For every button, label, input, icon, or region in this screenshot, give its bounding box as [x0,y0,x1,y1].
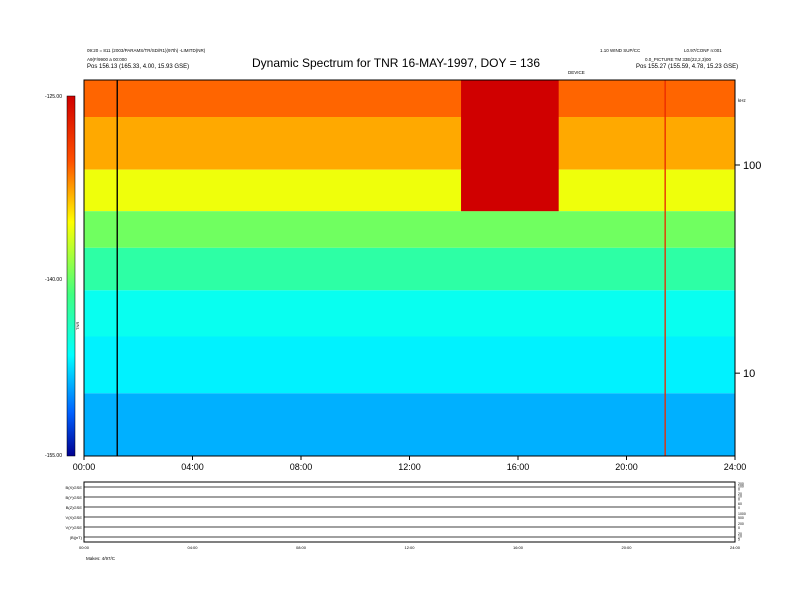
timeseries-frame [83,481,736,543]
panel-label: V(Y)GSE [66,525,83,530]
header-left-line2: A9(F/9900 a 00:000 [87,57,127,62]
panel-label: B(Z)GSE [66,505,83,510]
panel-tick-label: 20 [738,492,742,496]
spectrum-band [84,211,735,248]
spectrum-band [84,336,735,394]
y-axis-unit: kHz [738,98,746,103]
header-mid-tag: DEVICE [568,70,585,75]
panel-tick-label: 10 [738,495,742,499]
header-right-line2: L0.97/CONF n:001 [684,48,722,53]
panel-x-tick-label: 20:00 [621,545,632,550]
footer-note: Makes: 4/97/C [86,556,116,561]
spectrum-band [84,290,735,337]
panel-tick-label: 500 [738,516,744,520]
panel-label: B(Y)GSE [66,495,83,500]
panel-tick-label: 0 [738,506,740,510]
spectrum-band [84,393,735,456]
panel-x-tick-label: 12:00 [404,545,415,550]
x-tick-label: 16:00 [507,462,530,472]
colorbar [66,95,76,457]
panel-tick-label: 60 [738,502,742,506]
y-tick-label: 100 [743,160,761,172]
x-tick-label: 12:00 [398,462,421,472]
y-tick-label: 10 [743,368,755,380]
panel-tick-label: 0 [738,497,740,501]
x-tick-label: 20:00 [615,462,638,472]
panel-tick-label: 200 [738,522,744,526]
spectrum-band [84,80,735,118]
colorbar-label: TNR [75,322,80,330]
panel-tick-label: 200 [738,482,744,486]
header-left-line1: 09:20 = 811 (2003/PARAMS/TR/SD/R1)(97th)… [87,48,206,53]
colorbar-tick-label: -140.00 [45,277,62,283]
data-gap [116,80,118,456]
header-right-line4: Pos 155.27 (155.59, 4.78, 15.23 GSE) [636,64,739,70]
header-left-line3: Pos 156.13 (165.33, 4.00, 15.93 GSE) [87,64,190,70]
panel-label: V(X)GSE [66,515,83,520]
panel-tick-label: 0 [738,487,740,491]
x-tick-label: 00:00 [73,462,96,472]
panel-tick-label: 10 [738,535,742,539]
panel-x-tick-label: 16:00 [513,545,524,550]
header-right-line3: 0.0_PICTURE TM 33E(22,2,3)00 [645,57,711,62]
panel-x-tick-label: 04:00 [187,545,198,550]
panel-tick-label: 0 [738,526,740,530]
header-right-line1: 1.10 WIND SUP/CC [600,48,641,53]
chart-title: Dynamic Spectrum for TNR 16-MAY-1997, DO… [251,56,540,70]
burst-feature [461,80,559,212]
x-tick-label: 24:00 [724,462,747,472]
spectrum-band [84,247,735,291]
panel-tick-label: 1000 [738,512,746,516]
panel-tick-label: 5 [738,537,740,541]
panel-label: B(X)GSE [66,485,83,490]
panel-tick-label: 20 [738,532,742,536]
x-tick-label: 04:00 [181,462,204,472]
colorbar-tick-label: -155.00 [45,453,62,459]
panel-tick-label: 100 [738,485,744,489]
x-tick-label: 08:00 [290,462,313,472]
panel-label: |B|(nT) [70,535,83,540]
spectrum-band [84,169,735,212]
panel-x-tick-label: 00:00 [79,545,90,550]
spectrum-band [84,117,735,170]
burst-feature [664,80,666,456]
colorbar-tick-label: -125.00 [45,94,62,100]
panel-x-tick-label: 24:00 [730,545,741,550]
panel-x-tick-label: 08:00 [296,545,307,550]
